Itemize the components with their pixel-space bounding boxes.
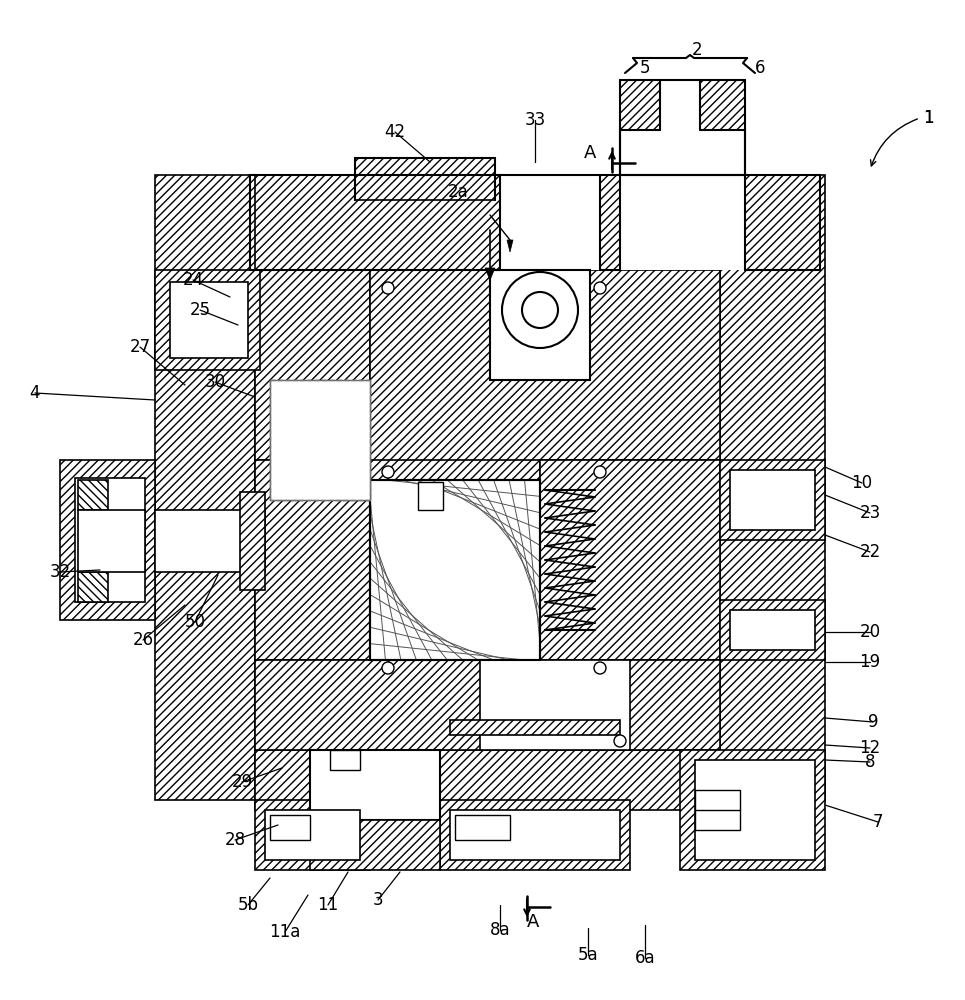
- Text: 1: 1: [923, 109, 933, 127]
- Text: 12: 12: [860, 739, 881, 757]
- Text: 23: 23: [860, 504, 881, 522]
- Polygon shape: [155, 270, 260, 370]
- Polygon shape: [720, 600, 825, 660]
- Polygon shape: [730, 470, 815, 530]
- Text: 5b: 5b: [237, 896, 259, 914]
- Text: 20: 20: [860, 623, 880, 641]
- Text: 3: 3: [372, 891, 383, 909]
- Polygon shape: [255, 460, 540, 660]
- Polygon shape: [78, 572, 108, 602]
- Text: 6a: 6a: [635, 949, 655, 967]
- Polygon shape: [490, 270, 590, 380]
- Circle shape: [522, 292, 558, 328]
- Polygon shape: [155, 510, 265, 572]
- Text: 19: 19: [860, 653, 880, 671]
- Text: 27: 27: [129, 338, 151, 356]
- Circle shape: [594, 662, 606, 674]
- Polygon shape: [265, 810, 360, 860]
- Polygon shape: [255, 660, 720, 750]
- Polygon shape: [450, 720, 620, 735]
- Text: 8a: 8a: [489, 921, 510, 939]
- Circle shape: [502, 272, 578, 348]
- Polygon shape: [680, 750, 825, 870]
- Circle shape: [594, 282, 606, 294]
- Polygon shape: [700, 80, 745, 175]
- Polygon shape: [695, 790, 740, 830]
- Text: A: A: [527, 913, 539, 931]
- Text: 22: 22: [860, 543, 881, 561]
- Polygon shape: [75, 478, 145, 602]
- Polygon shape: [78, 480, 108, 510]
- Polygon shape: [720, 460, 825, 540]
- Polygon shape: [155, 175, 255, 800]
- Polygon shape: [355, 158, 495, 200]
- Polygon shape: [330, 750, 360, 770]
- Text: 28: 28: [225, 831, 245, 849]
- Polygon shape: [485, 268, 495, 280]
- Polygon shape: [695, 760, 815, 860]
- Text: 25: 25: [189, 301, 210, 319]
- Polygon shape: [620, 130, 745, 270]
- Circle shape: [382, 662, 394, 674]
- Polygon shape: [480, 660, 630, 750]
- Text: 42: 42: [384, 123, 405, 141]
- Text: 11a: 11a: [269, 923, 301, 941]
- Text: 50: 50: [184, 613, 206, 631]
- Text: 33: 33: [524, 111, 545, 129]
- Text: 5a: 5a: [578, 946, 598, 964]
- Polygon shape: [370, 270, 720, 480]
- Text: 30: 30: [205, 373, 226, 391]
- Polygon shape: [540, 460, 720, 660]
- Circle shape: [382, 282, 394, 294]
- Polygon shape: [60, 460, 155, 620]
- Polygon shape: [507, 240, 513, 252]
- Text: 32: 32: [49, 563, 70, 581]
- Polygon shape: [78, 510, 145, 572]
- Circle shape: [594, 466, 606, 478]
- Text: 4: 4: [30, 384, 41, 402]
- Circle shape: [614, 735, 626, 747]
- Polygon shape: [310, 750, 440, 820]
- Polygon shape: [250, 175, 820, 270]
- Polygon shape: [255, 800, 370, 870]
- Polygon shape: [720, 175, 825, 800]
- Text: 2: 2: [692, 41, 703, 59]
- Polygon shape: [418, 482, 443, 510]
- Text: A: A: [584, 144, 596, 162]
- Polygon shape: [270, 815, 310, 840]
- Polygon shape: [730, 610, 815, 650]
- Polygon shape: [660, 80, 700, 130]
- Text: 6: 6: [755, 59, 765, 77]
- Polygon shape: [480, 660, 630, 750]
- Text: 2a: 2a: [448, 183, 468, 201]
- Polygon shape: [310, 820, 440, 870]
- Polygon shape: [500, 175, 600, 270]
- Circle shape: [382, 466, 394, 478]
- Polygon shape: [170, 282, 248, 358]
- Text: 26: 26: [132, 631, 153, 649]
- Polygon shape: [370, 480, 540, 660]
- Polygon shape: [455, 815, 510, 840]
- Text: 5: 5: [640, 59, 650, 77]
- Text: 1: 1: [923, 109, 933, 127]
- Polygon shape: [255, 270, 370, 460]
- Text: 11: 11: [317, 896, 339, 914]
- Polygon shape: [440, 800, 630, 870]
- Polygon shape: [270, 380, 370, 500]
- Text: 9: 9: [868, 713, 878, 731]
- Text: 24: 24: [182, 271, 204, 289]
- Polygon shape: [450, 810, 620, 860]
- Text: 29: 29: [232, 773, 253, 791]
- Polygon shape: [255, 750, 720, 810]
- Text: 10: 10: [851, 474, 872, 492]
- Text: 8: 8: [865, 753, 875, 771]
- Polygon shape: [240, 492, 265, 590]
- Text: 7: 7: [872, 813, 883, 831]
- Polygon shape: [620, 80, 660, 175]
